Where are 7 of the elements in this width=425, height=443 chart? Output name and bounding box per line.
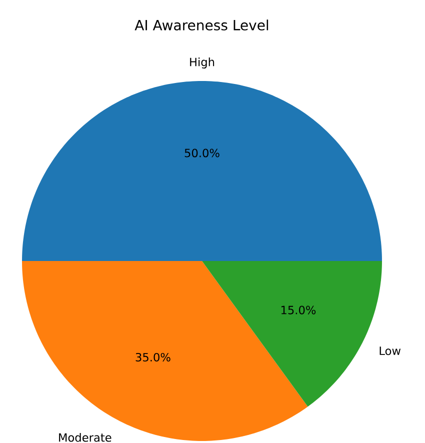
slice-label: High [190,58,214,68]
data-label: 50.0% [184,148,220,158]
slice-label: Low [380,346,401,356]
data-label: 35.0% [136,352,170,362]
chart-title: AI Awareness Level [134,20,268,30]
data-label: 15.0% [281,306,316,314]
slice-label: Moderate [59,433,112,442]
